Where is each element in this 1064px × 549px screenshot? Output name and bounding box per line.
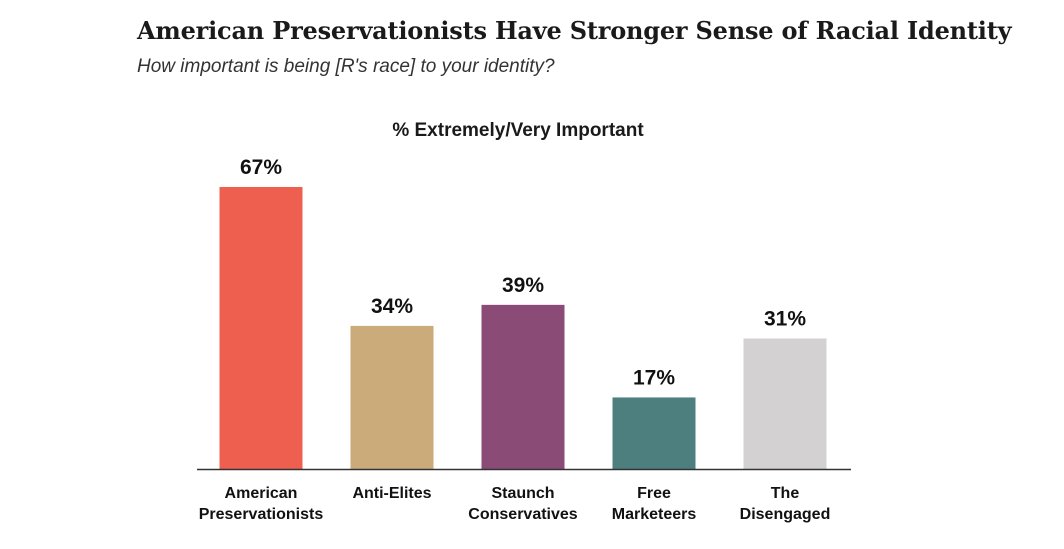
value-label-3: 17% [633, 366, 675, 389]
tick-label-0-1: Preservationists [199, 506, 324, 523]
chart-subtitle: How important is being [R's race] to you… [137, 56, 555, 77]
value-label-4: 31% [764, 308, 806, 331]
tick-label-2-1: Conservatives [468, 506, 577, 523]
bars-group: 67% 34% 39% 17% 31% [219, 156, 827, 469]
chart-title: American Preservationists Have Stronger … [137, 16, 1012, 45]
bar-0 [219, 187, 303, 469]
tick-label-3-1: Marketeers [612, 506, 697, 523]
tick-label-3-0: Free [637, 485, 671, 502]
bar-2 [481, 304, 565, 469]
value-label-1: 34% [371, 295, 413, 318]
tick-labels-group: American Preservationists Anti-Elites Staun… [199, 485, 831, 523]
tick-label-4-1: Disengaged [740, 506, 831, 523]
bar-3 [612, 397, 696, 469]
bar-1 [350, 325, 434, 469]
value-label-0: 67% [240, 156, 282, 179]
tick-label-1-0: Anti-Elites [352, 485, 431, 502]
tick-label-0-0: American [225, 485, 298, 502]
value-label-2: 39% [502, 274, 544, 297]
tick-label-4-0: The [771, 485, 800, 502]
tick-label-2-0: Staunch [491, 485, 554, 502]
plot-title: % Extremely/Very Important [392, 120, 644, 141]
bar-4 [743, 338, 827, 469]
